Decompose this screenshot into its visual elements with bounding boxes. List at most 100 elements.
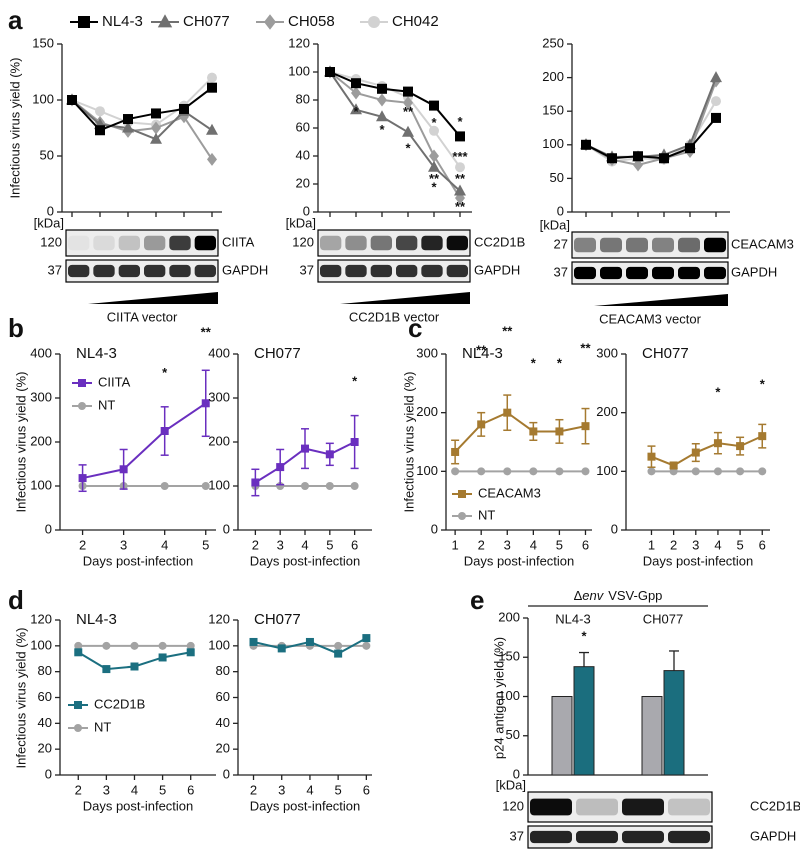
x-tick-label: 1 [452,537,459,552]
marker [130,662,139,671]
legend-label: NT [98,397,115,412]
y-tick-label: 20 [38,741,52,756]
blot-label: GAPDH [750,828,796,843]
significance: ** [580,341,591,356]
marker [607,153,617,164]
blot-unit: [kDa] [540,217,570,232]
blot-vector-label: CIITA vector [107,309,178,324]
marker [95,106,105,117]
marker [102,665,111,674]
x-tick-label: 5 [736,537,743,552]
significance: * [531,355,537,370]
y-tick-label: 100 [542,136,564,151]
dose-wedge [340,292,470,304]
marker [429,149,439,163]
blot-size: 120 [502,798,524,813]
blot-label: GAPDH [474,262,520,277]
y-tick-label: 0 [557,203,564,218]
marker [334,649,343,658]
blot-band [574,266,596,280]
y-tick-label: 40 [216,715,230,730]
x-tick-label: 5 [335,782,342,797]
marker [454,184,466,196]
y-tick-label: 100 [288,63,310,78]
significance: * [715,385,721,400]
x-tick-label: 2 [75,782,82,797]
blot-unit: [kDa] [286,215,316,230]
y-tick-label: 80 [296,91,310,106]
marker [151,108,161,119]
blot-band [576,830,618,844]
marker [122,121,134,133]
x-tick-label: 4 [161,537,168,552]
significance: * [162,365,168,380]
x-tick-label: 3 [120,537,127,552]
marker [207,82,217,93]
significance: * [557,355,563,370]
y-tick-label: 0 [611,521,618,536]
y-tick-label: 0 [45,766,52,781]
blot-frame [65,229,219,257]
y-tick-label: 120 [288,35,310,50]
series-line [329,71,461,138]
legend-label: NT [94,719,111,734]
blot-band [421,235,443,251]
marker [659,153,669,164]
header: Δenv VSV-Gpp [574,588,663,603]
y-tick-label: 300 [416,345,438,360]
y-tick-label: 0 [513,766,520,781]
bar [641,696,663,776]
significance: * [352,374,358,389]
marker [207,72,217,83]
marker [403,86,413,97]
y-tick-label: 100 [30,477,52,492]
bar [573,666,595,776]
marker [685,143,695,154]
significance: ** [429,171,440,186]
marker [201,399,210,408]
blot-band [668,830,710,844]
y-axis-label: Infectious virus yield (%) [13,628,28,769]
marker [74,701,82,709]
significance: ** [201,324,212,339]
blot-band [446,235,468,251]
bar [663,670,685,776]
y-tick-label: 150 [542,103,564,118]
marker [325,482,334,490]
marker [325,450,334,459]
blot-band [396,235,418,251]
marker [74,724,82,732]
y-tick-label: 300 [596,345,618,360]
y-tick-label: 300 [30,389,52,404]
panel-letter: d [8,585,24,615]
y-tick-label: 20 [216,741,230,756]
y-tick-label: 300 [208,389,230,404]
x-tick-label: 3 [277,537,284,552]
y-tick-label: 0 [303,203,310,218]
y-tick-label: 100 [30,637,52,652]
series-line [454,411,586,453]
marker [151,121,161,135]
y-tick-label: 0 [223,766,230,781]
significance: * [353,104,359,119]
blot-band [622,798,664,816]
y-tick-label: 250 [542,35,564,50]
y-axis-label: Infectious virus yield (%) [13,372,28,513]
significance: * [379,122,385,137]
blot-size: 37 [300,262,314,277]
blot-band [144,235,166,251]
panel-letter: b [8,313,24,343]
blot-band [118,264,140,278]
series-line [585,77,717,158]
significance: * [457,114,463,129]
series-line [82,402,207,480]
blot-band [169,235,191,251]
significance: ** [455,199,466,214]
x-tick-label: 5 [556,537,563,552]
marker [581,422,590,431]
marker [249,637,258,646]
header-delta: Δ [574,588,583,603]
series-line [71,99,213,141]
blot-frame [527,825,713,849]
marker [458,512,466,520]
